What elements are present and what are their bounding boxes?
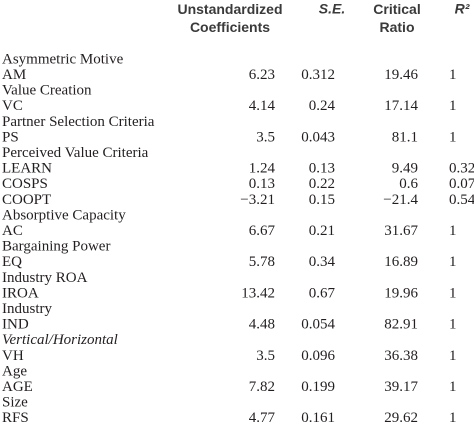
cell-value: 0.22 — [309, 176, 335, 192]
cell-value: 5.78 — [249, 254, 275, 270]
cell-value: 17.14 — [384, 98, 418, 114]
cell-value: 4.48 — [249, 317, 275, 333]
row-label: AM — [2, 67, 26, 83]
group-label: Perceived Value Criteria — [2, 145, 149, 161]
row-label: PS — [2, 129, 19, 145]
cell-value: 1 — [449, 285, 457, 301]
row-label: LEARN — [2, 161, 52, 177]
row-label: AGE — [2, 379, 33, 395]
cell-value: 0.15 — [309, 192, 335, 208]
cell-value: 0.54 — [449, 192, 474, 208]
row-label: RFS — [2, 410, 29, 425]
cell-value: 29.62 — [384, 410, 418, 425]
cell-value: −21.4 — [383, 192, 418, 208]
cell-value: 13.42 — [241, 285, 275, 301]
cell-value: 1 — [449, 129, 457, 145]
column-header: Unstandardized Coefficients — [177, 1, 282, 35]
cell-value: 16.89 — [384, 254, 418, 270]
cell-value: 31.67 — [384, 223, 418, 239]
cell-value: 0.32 — [449, 161, 474, 177]
cell-value: 1 — [449, 379, 457, 395]
column-header: R² — [455, 1, 470, 17]
cell-value: 0.199 — [301, 379, 335, 395]
row-label: VH — [2, 348, 24, 364]
row-label: IND — [2, 317, 29, 333]
cell-value: 0.67 — [309, 285, 336, 301]
cell-value: 36.38 — [384, 348, 418, 364]
cell-value: −3.21 — [240, 192, 275, 208]
cell-value: 0.096 — [301, 348, 335, 364]
cell-value: 39.17 — [384, 379, 418, 395]
cell-value: 1 — [449, 254, 457, 270]
cell-value: 0.312 — [301, 67, 335, 83]
cell-value: 4.14 — [249, 98, 276, 114]
row-label: COOPT — [2, 192, 51, 208]
cell-value: 1 — [449, 67, 457, 83]
row-label: EQ — [2, 254, 22, 270]
row-label: IROA — [2, 285, 39, 301]
cell-value: 0.34 — [309, 254, 336, 270]
cell-value: 7.82 — [249, 379, 275, 395]
cell-value: 3.5 — [256, 129, 275, 145]
cell-value: 1.24 — [249, 161, 276, 177]
cell-value: 0.13 — [249, 176, 275, 192]
column-header: S.E. — [319, 1, 345, 17]
cell-value: 0.054 — [301, 317, 335, 333]
row-label: VC — [2, 98, 23, 114]
cell-value: 4.77 — [249, 410, 276, 425]
row-label: COSPS — [2, 176, 48, 192]
cell-value: 3.5 — [256, 348, 275, 364]
column-header: Critical Ratio — [373, 1, 420, 35]
cell-value: 1 — [449, 223, 457, 239]
cell-value: 6.67 — [249, 223, 276, 239]
cell-value: 0.161 — [301, 410, 335, 425]
cell-value: 0.24 — [309, 98, 336, 114]
cell-value: 19.46 — [384, 67, 418, 83]
cell-value: 0.07 — [449, 176, 474, 192]
cell-value: 0.21 — [309, 223, 335, 239]
cell-value: 19.96 — [384, 285, 418, 301]
cell-value: 1 — [449, 348, 457, 364]
cell-value: 1 — [449, 98, 457, 114]
cell-value: 0.6 — [399, 176, 418, 192]
group-label: Partner Selection Criteria — [2, 114, 155, 130]
group-label: Vertical/Horizontal — [2, 332, 118, 348]
cell-value: 1 — [449, 410, 457, 425]
group-label: Asymmetric Motive — [2, 51, 124, 67]
group-label: Absorptive Capacity — [2, 207, 126, 223]
group-label: Industry — [2, 301, 52, 317]
group-label: Value Creation — [2, 83, 92, 99]
cell-value: 0.13 — [309, 161, 335, 177]
row-label: AC — [2, 223, 23, 239]
group-label: Bargaining Power — [2, 239, 110, 255]
cell-value: 6.23 — [249, 67, 275, 83]
group-label: Industry ROA — [2, 270, 88, 286]
cell-value: 0.043 — [301, 129, 335, 145]
group-label: Age — [2, 363, 27, 379]
cell-value: 9.49 — [392, 161, 418, 177]
cell-value: 1 — [449, 317, 457, 333]
group-label: Size — [2, 395, 28, 411]
cell-value: 81.1 — [392, 129, 418, 145]
cell-value: 82.91 — [384, 317, 418, 333]
